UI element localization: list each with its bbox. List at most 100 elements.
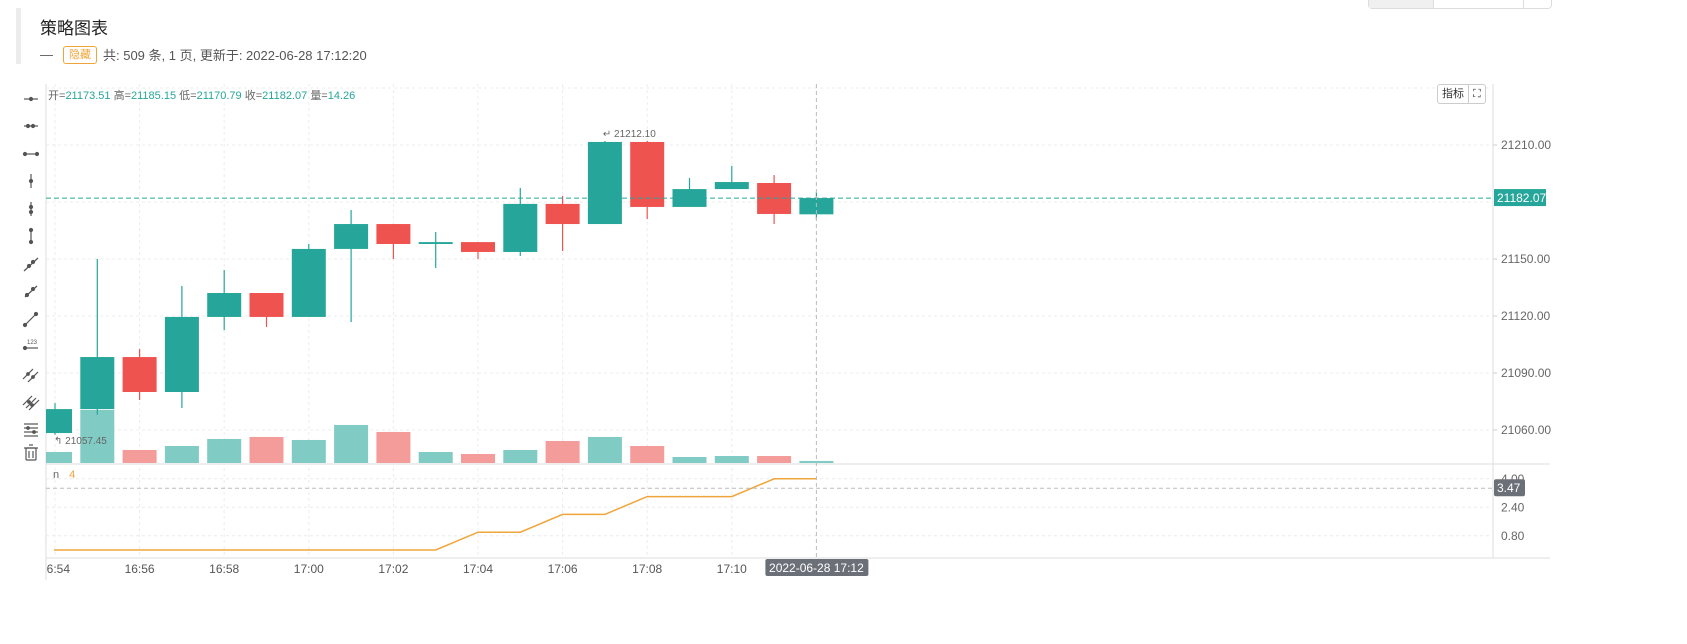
- straight-line-icon[interactable]: [18, 306, 44, 334]
- volume-bar: [587, 436, 622, 463]
- volume-value: 14.26: [327, 90, 356, 102]
- indicator-name: n: [53, 469, 60, 481]
- trash-icon[interactable]: [18, 440, 44, 468]
- horizontal-ray-icon[interactable]: [18, 86, 44, 114]
- candle-body: [714, 182, 749, 190]
- vertical-ray-icon[interactable]: [18, 169, 44, 197]
- volume-bar: [714, 455, 749, 463]
- crosshair-time-badge: [765, 559, 869, 576]
- time-tick-label: 16:54: [40, 562, 70, 576]
- top-segmented-control[interactable]: [1368, 0, 1552, 9]
- candle-body: [46, 409, 72, 434]
- close-value: 21182.07: [262, 90, 308, 102]
- price-tick-label: 21150.00: [1501, 252, 1550, 266]
- strategy-chart-header: 策略图表 — 隐藏 共: 509 条, 1 页, 更新于: 2022-06-28…: [16, 8, 367, 64]
- volume-bar: [630, 445, 665, 463]
- volume-label: 量=: [310, 90, 328, 102]
- price-channel-icon[interactable]: [18, 389, 44, 417]
- volume-bar: [291, 439, 326, 463]
- segment-1[interactable]: [1369, 0, 1434, 8]
- time-tick-label: 17:00: [294, 562, 324, 576]
- volume-bar: [334, 424, 369, 463]
- candle-body: [461, 242, 495, 252]
- time-tick-label: 17:04: [463, 562, 493, 576]
- crosshair-time-text: 2022-06-28 17:12: [769, 561, 864, 575]
- collapse-button[interactable]: —: [40, 47, 53, 62]
- last-price-badge: [1494, 189, 1546, 207]
- candle-body: [122, 357, 157, 392]
- volume-bar: [46, 451, 72, 463]
- fibonacci-icon[interactable]: [18, 416, 44, 444]
- min-price-label: ↰ 21057.45: [54, 436, 107, 447]
- candles: [46, 141, 834, 463]
- high-value: 21185.15: [131, 90, 177, 102]
- chart-buttons: 指标 ⛶: [1437, 84, 1486, 104]
- crosshair-value-text: 3.47: [1497, 481, 1521, 495]
- candle-body: [587, 141, 622, 225]
- time-tick-label: 17:06: [548, 562, 578, 576]
- candle-body: [80, 357, 115, 410]
- drawing-toolbar: 123: [18, 86, 44, 467]
- volume-bar: [122, 449, 157, 463]
- ohlc-legend: 开=21173.51 高=21185.15 低=21170.79 收=21182…: [48, 87, 355, 103]
- volume-bar: [461, 453, 495, 463]
- candle-body: [545, 203, 580, 225]
- parallel-line-icon[interactable]: [18, 361, 44, 389]
- summary-text: 共: 509 条, 1 页, 更新于: 2022-06-28 17:12:20: [103, 48, 367, 63]
- indicator-line-n: [54, 478, 817, 551]
- volume-bar: [249, 436, 284, 463]
- vertical-segment-icon[interactable]: [18, 196, 44, 224]
- time-tick-label: 17:02: [378, 562, 408, 576]
- vertical-line-icon[interactable]: [18, 224, 44, 252]
- volume-bar: [80, 409, 115, 463]
- price-tick-label: 21090.00: [1501, 366, 1551, 380]
- candle-body: [503, 203, 538, 252]
- price-tick-label: 21210.00: [1501, 138, 1551, 152]
- chart-summary-row: — 隐藏 共: 509 条, 1 页, 更新于: 2022-06-28 17:1…: [40, 45, 367, 64]
- volume-bar: [418, 451, 453, 463]
- segment-2[interactable]: [1434, 0, 1525, 8]
- candle-body: [164, 316, 199, 392]
- candle-body: [630, 141, 665, 207]
- high-label: 高=: [113, 90, 132, 102]
- open-label: 开=: [48, 90, 66, 102]
- indicator-tick-label: 0.80: [1501, 529, 1525, 543]
- candle-body: [207, 293, 242, 317]
- crosshair-value-badge: [1494, 479, 1525, 497]
- page-title: 策略图表: [40, 19, 108, 38]
- volume-bar: [545, 440, 580, 463]
- time-tick-label: 16:58: [209, 562, 239, 576]
- time-tick-label: 17:10: [717, 562, 747, 576]
- price-tick-label: 21060.00: [1501, 423, 1551, 437]
- volume-bar: [757, 455, 792, 463]
- volume-bar: [672, 456, 707, 463]
- last-price-text: 21182.07: [1497, 191, 1546, 205]
- time-tick-label: 16:56: [125, 562, 155, 576]
- ray-icon[interactable]: [18, 251, 44, 279]
- max-price-label: ↵ 21212.10: [603, 129, 656, 140]
- indicator-value: 4: [69, 469, 76, 481]
- volume-bar: [207, 438, 242, 463]
- price-line-icon[interactable]: 123: [18, 334, 44, 362]
- hide-button[interactable]: 隐藏: [63, 45, 97, 64]
- open-value: 21173.51: [65, 90, 111, 102]
- volume-bar: [376, 431, 411, 463]
- indicator-tick-label: 2.40: [1501, 500, 1525, 514]
- indicators-button[interactable]: 指标: [1442, 88, 1464, 100]
- volume-bar: [503, 449, 538, 463]
- candle-body: [376, 224, 411, 244]
- segment-icon[interactable]: [18, 279, 44, 307]
- volume-bar: [164, 445, 199, 463]
- horizontal-segment-icon[interactable]: [18, 114, 44, 142]
- horizontal-line-icon[interactable]: [18, 141, 44, 169]
- time-tick-label: 17:08: [632, 562, 662, 576]
- low-label: 低=: [179, 90, 197, 102]
- expand-icon: ⛶: [1473, 88, 1481, 100]
- candle-body: [291, 248, 326, 317]
- candle-body: [418, 242, 453, 244]
- low-value: 21170.79: [196, 90, 242, 102]
- candle-body: [334, 224, 369, 249]
- fullscreen-button[interactable]: ⛶: [1468, 85, 1485, 103]
